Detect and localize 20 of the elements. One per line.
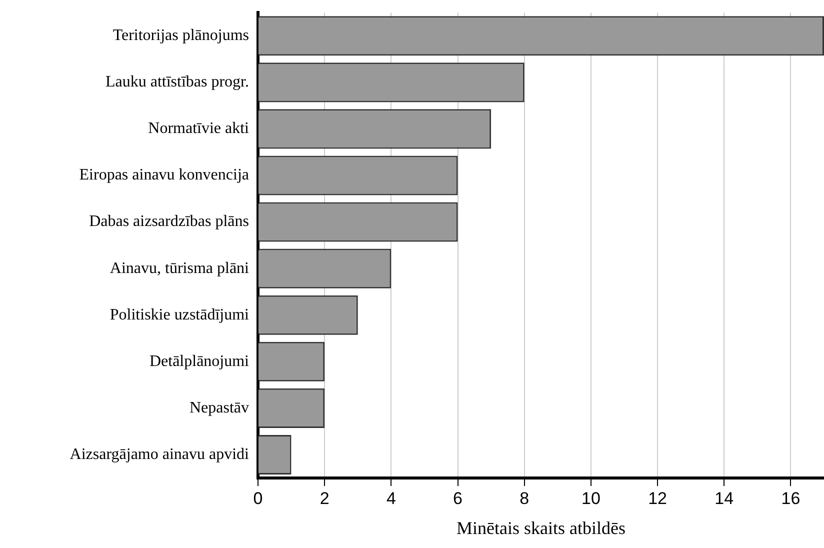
y-tick-label: Dabas aizsardzības plāns [89, 213, 249, 230]
y-tick-label: Teritorijas plānojums [112, 27, 249, 44]
x-tick-label: 10 [581, 488, 600, 508]
y-tick-label: Ainavu, tūrisma plāni [110, 260, 250, 277]
x-tick-label: 8 [520, 488, 530, 508]
x-tick-label: 4 [386, 488, 396, 508]
y-tick-label: Nepastāv [189, 399, 249, 416]
y-tick-label: Politiskie uzstādījumi [110, 306, 250, 324]
y-tick-label: Lauku attīstības progr. [105, 74, 249, 91]
x-tick-label: 16 [781, 488, 800, 508]
x-tick-label: 12 [648, 488, 667, 508]
x-tick-label: 0 [253, 488, 263, 508]
x-axis-title: Minētais skaits atbildēs [456, 518, 626, 538]
x-tick-label: 14 [714, 488, 734, 508]
y-tick-label: Detālplānojumi [149, 352, 250, 370]
x-tick-label: 2 [320, 488, 330, 508]
x-tick-label: 6 [453, 488, 462, 508]
y-tick-label: Eiropas ainavu konvencija [79, 166, 249, 184]
y-tick-label: Normatīvie akti [148, 120, 250, 138]
y-tick-label: Aizsargājamo ainavu apvidi [70, 446, 250, 463]
